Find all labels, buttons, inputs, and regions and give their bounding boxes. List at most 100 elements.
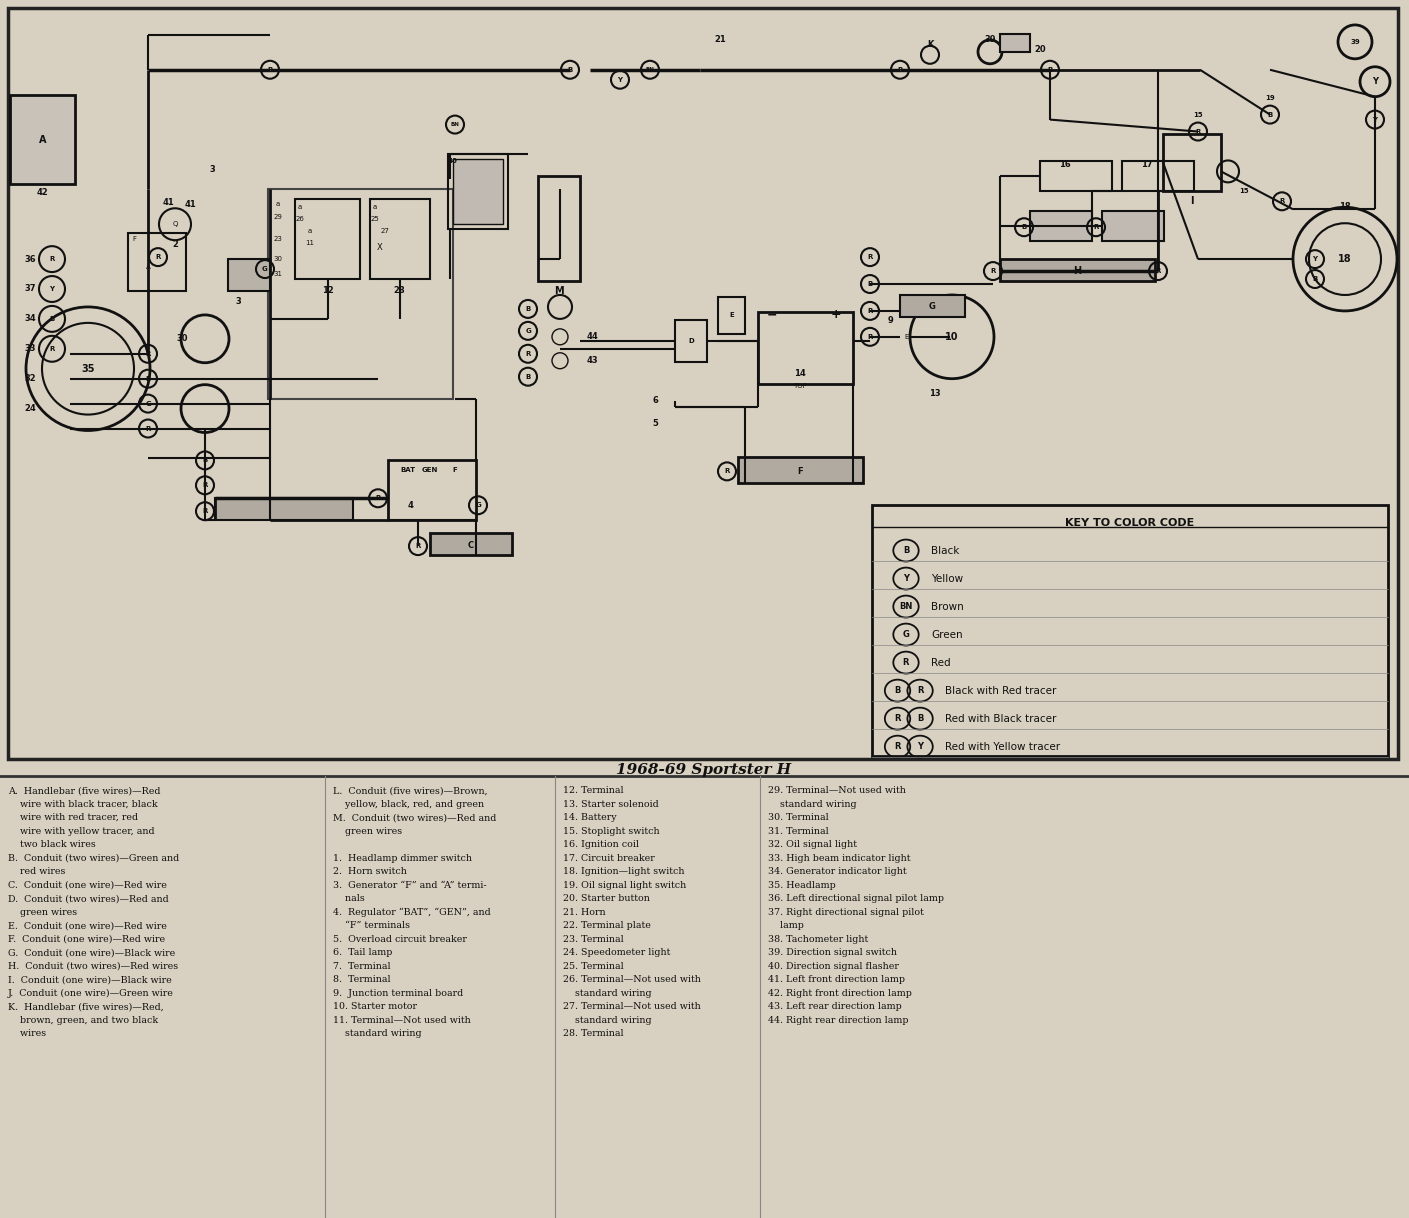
Text: GEN: GEN <box>421 468 438 474</box>
Text: Y: Y <box>617 77 623 83</box>
Text: 7.  Terminal: 7. Terminal <box>333 961 390 971</box>
Text: Red with Yellow tracer: Red with Yellow tracer <box>945 742 1061 752</box>
Text: 10. Starter motor: 10. Starter motor <box>333 1002 417 1011</box>
Text: R: R <box>203 508 207 514</box>
Text: 35. Headlamp: 35. Headlamp <box>768 881 836 889</box>
Text: 1.  Headlamp dimmer switch: 1. Headlamp dimmer switch <box>333 854 472 862</box>
Text: 3: 3 <box>209 164 216 174</box>
Text: K.  Handlebar (five wires)—Red,: K. Handlebar (five wires)—Red, <box>8 1002 163 1011</box>
Text: 37. Right directional signal pilot: 37. Right directional signal pilot <box>768 907 924 917</box>
Text: 39: 39 <box>1350 39 1360 45</box>
Text: R: R <box>145 425 151 431</box>
Text: yellow, black, red, and green: yellow, black, red, and green <box>333 800 485 809</box>
Text: 18: 18 <box>1339 255 1351 264</box>
Text: standard wiring: standard wiring <box>564 989 651 998</box>
Text: a: a <box>276 201 280 207</box>
Text: a: a <box>373 205 378 211</box>
Text: wire with red tracer, red: wire with red tracer, red <box>8 814 138 822</box>
Text: B: B <box>1312 276 1317 283</box>
Text: 36. Left directional signal pilot lamp: 36. Left directional signal pilot lamp <box>768 894 944 903</box>
Text: 28. Terminal: 28. Terminal <box>564 1029 624 1038</box>
Text: G: G <box>145 401 151 407</box>
Text: B: B <box>895 686 900 695</box>
Text: 9: 9 <box>888 317 893 325</box>
Text: 25. Terminal: 25. Terminal <box>564 961 624 971</box>
Text: B: B <box>49 315 55 322</box>
Text: B: B <box>898 67 903 73</box>
Text: 30: 30 <box>176 334 187 343</box>
Text: B: B <box>917 714 923 723</box>
Text: R: R <box>895 742 900 752</box>
Text: Yellow: Yellow <box>931 574 964 583</box>
Text: G: G <box>262 266 268 272</box>
Text: 43: 43 <box>586 356 597 365</box>
Text: 11. Terminal—Not used with: 11. Terminal—Not used with <box>333 1016 471 1024</box>
Text: 6: 6 <box>652 396 658 406</box>
Text: B: B <box>568 67 572 73</box>
Text: F.  Conduit (one wire)—Red wire: F. Conduit (one wire)—Red wire <box>8 934 165 944</box>
Text: 20: 20 <box>1034 45 1045 55</box>
Text: M.  Conduit (two wires)—Red and: M. Conduit (two wires)—Red and <box>333 814 496 822</box>
Text: F: F <box>452 468 458 474</box>
Text: two black wires: two black wires <box>8 840 96 849</box>
Text: 2: 2 <box>172 240 178 248</box>
Text: 23: 23 <box>273 236 282 242</box>
Text: D.  Conduit (two wires)—Red and: D. Conduit (two wires)—Red and <box>8 894 169 903</box>
Text: 14. Battery: 14. Battery <box>564 814 617 822</box>
Text: 25: 25 <box>371 217 379 222</box>
Text: 33. High beam indicator light: 33. High beam indicator light <box>768 854 910 862</box>
Bar <box>675 320 707 362</box>
Text: 24. Speedometer light: 24. Speedometer light <box>564 948 671 957</box>
Text: Red: Red <box>931 658 951 667</box>
Text: BN: BN <box>899 602 913 611</box>
Text: +: + <box>831 308 841 322</box>
Bar <box>1122 162 1193 191</box>
Text: 29: 29 <box>273 214 282 220</box>
Text: 22. Terminal plate: 22. Terminal plate <box>564 921 651 931</box>
Bar <box>1000 34 1030 52</box>
Text: R: R <box>895 714 900 723</box>
Text: 18. Ignition—light switch: 18. Ignition—light switch <box>564 867 685 876</box>
Text: G: G <box>475 502 480 508</box>
Text: E: E <box>728 312 734 318</box>
Text: 11: 11 <box>306 240 314 246</box>
Text: wires: wires <box>8 1029 46 1038</box>
Bar <box>228 259 271 291</box>
Text: 12: 12 <box>323 286 334 296</box>
Text: 32. Oil signal light: 32. Oil signal light <box>768 840 857 849</box>
Text: Y: Y <box>1372 77 1378 86</box>
Text: R: R <box>868 308 872 314</box>
Text: Y: Y <box>1372 117 1378 123</box>
Text: C.  Conduit (one wire)—Red wire: C. Conduit (one wire)—Red wire <box>8 881 166 889</box>
Text: M: M <box>554 286 564 296</box>
Text: −: − <box>766 308 778 322</box>
Text: R: R <box>49 256 55 262</box>
Text: H.  Conduit (two wires)—Red wires: H. Conduit (two wires)—Red wires <box>8 961 178 971</box>
Text: D: D <box>688 337 693 343</box>
Text: Y: Y <box>1313 256 1317 262</box>
Text: B: B <box>1047 67 1053 73</box>
Text: 21: 21 <box>714 35 726 44</box>
Text: “F” terminals: “F” terminals <box>333 921 410 931</box>
Text: 23. Terminal: 23. Terminal <box>564 934 624 944</box>
Text: nals: nals <box>333 894 365 903</box>
Text: 32: 32 <box>24 374 35 384</box>
Text: H: H <box>1072 266 1081 276</box>
Text: green wires: green wires <box>333 827 402 836</box>
Text: R: R <box>49 346 55 352</box>
Text: G: G <box>929 302 936 312</box>
Bar <box>758 312 852 384</box>
Text: G.  Conduit (one wire)—Black wire: G. Conduit (one wire)—Black wire <box>8 948 175 957</box>
Bar <box>294 200 361 279</box>
Text: R: R <box>1155 268 1161 274</box>
Text: 27. Terminal—Not used with: 27. Terminal—Not used with <box>564 1002 700 1011</box>
Text: 30. Terminal: 30. Terminal <box>768 814 828 822</box>
Text: C: C <box>468 541 473 549</box>
Text: R: R <box>868 255 872 261</box>
Text: 15. Stoplight switch: 15. Stoplight switch <box>564 827 659 836</box>
Text: 39: 39 <box>985 35 996 44</box>
Text: R: R <box>1279 199 1285 205</box>
Text: B: B <box>203 458 207 463</box>
Bar <box>371 200 430 279</box>
Text: B: B <box>526 306 531 312</box>
